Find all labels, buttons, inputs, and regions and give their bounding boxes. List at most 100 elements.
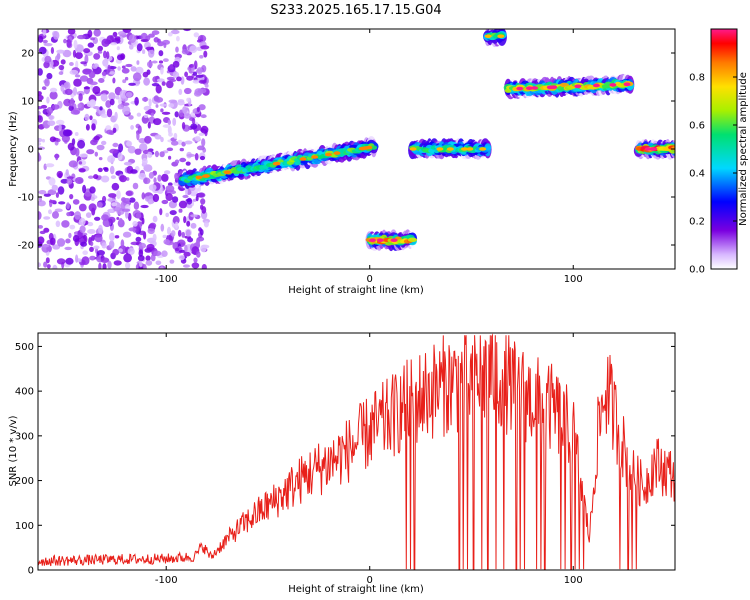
noise-blob <box>42 29 47 36</box>
noise-blob <box>172 196 179 203</box>
noise-blob <box>38 68 43 76</box>
noise-blob <box>122 231 132 238</box>
ridge-peak <box>592 83 600 88</box>
noise-blob <box>90 241 94 247</box>
noise-blob <box>162 124 171 128</box>
noise-blob <box>203 50 208 58</box>
noise-blob <box>174 221 179 229</box>
noise-blob <box>50 237 56 246</box>
noise-blob <box>110 175 116 180</box>
noise-blob <box>173 132 178 140</box>
ridge-peak <box>649 147 657 151</box>
noise-blob <box>112 248 120 256</box>
noise-blob <box>193 60 198 70</box>
noise-blob <box>143 177 151 185</box>
noise-blob <box>169 210 177 216</box>
noise-blob <box>73 39 78 49</box>
noise-blob <box>117 66 121 71</box>
colorbar-tick-label: 0.6 <box>689 121 705 132</box>
noise-blob <box>196 145 205 151</box>
ridge-peak <box>409 147 417 151</box>
noise-blob <box>79 75 89 82</box>
noise-blob <box>177 100 185 106</box>
noise-blob <box>81 232 88 236</box>
noise-blob <box>60 178 69 184</box>
noise-blob <box>122 29 132 33</box>
noise-blob <box>118 143 124 153</box>
noise-blob <box>58 201 66 205</box>
colorbar-frame <box>710 28 738 270</box>
noise-blob <box>68 160 78 168</box>
noise-blob <box>155 97 164 103</box>
noise-blob <box>84 54 89 64</box>
spectrogram-y-axis: -20 -10 0 10 20 <box>18 49 675 252</box>
y-tick-label: 300 <box>15 431 34 442</box>
noise-blob <box>168 132 173 137</box>
noise-blob <box>140 204 149 209</box>
noise-blob <box>48 177 56 186</box>
noise-blob <box>166 80 174 89</box>
ridge-cell <box>370 145 378 150</box>
noise-blob <box>119 175 127 183</box>
noise-blob <box>175 247 179 252</box>
colorbar-label: Normalized spectral amplitude <box>738 72 749 226</box>
ridge-peak <box>202 174 210 178</box>
noise-blob <box>47 120 56 126</box>
noise-blob <box>169 63 174 70</box>
snr-frame <box>37 332 676 571</box>
noise-blob <box>87 229 96 234</box>
noise-blob <box>87 221 94 227</box>
noise-blob <box>152 193 160 203</box>
noise-blob <box>57 238 66 247</box>
noise-blob <box>148 98 152 107</box>
noise-blob <box>75 147 80 157</box>
noise-blob <box>190 123 198 130</box>
noise-blob <box>119 89 128 99</box>
noise-blob <box>136 131 140 141</box>
y-tick-label: -10 <box>18 193 34 204</box>
noise-blob <box>165 193 173 201</box>
snr-marks <box>38 333 675 570</box>
noise-blob <box>145 260 153 266</box>
ridge-peak <box>436 147 444 151</box>
noise-blob <box>186 97 191 103</box>
noise-blob <box>142 71 149 78</box>
noise-blob <box>193 257 198 263</box>
noise-blob <box>106 129 114 135</box>
noise-blob <box>68 105 74 112</box>
noise-blob <box>77 34 86 40</box>
noise-blob <box>195 239 200 248</box>
noise-blob <box>183 264 190 268</box>
noise-blob <box>170 230 176 237</box>
noise-blob <box>178 254 185 261</box>
noise-blob <box>159 266 164 269</box>
ridge-peak <box>531 86 538 90</box>
noise-blob <box>167 125 172 135</box>
noise-blob <box>126 140 133 147</box>
noise-blob <box>138 172 147 180</box>
snr-series-line <box>38 333 675 570</box>
noise-blob <box>192 71 198 76</box>
noise-blob <box>200 204 204 210</box>
noise-blob <box>43 261 48 268</box>
noise-blob <box>200 198 206 205</box>
noise-blob <box>186 197 193 205</box>
snr-x-label: Height of straight line (km) <box>288 584 424 595</box>
noise-blob <box>128 115 134 120</box>
noise-blob <box>102 263 107 269</box>
noise-blob <box>148 184 157 191</box>
noise-blob <box>66 202 70 210</box>
ridge-peak <box>461 147 468 151</box>
noise-blob <box>53 31 60 40</box>
noise-blob <box>54 208 63 213</box>
noise-blob <box>143 114 149 119</box>
noise-blob <box>167 226 171 235</box>
noise-blob <box>82 184 87 194</box>
noise-blob <box>162 234 167 239</box>
noise-blob <box>78 217 86 226</box>
noise-blob <box>152 215 158 223</box>
noise-blob <box>196 106 200 113</box>
noise-blob <box>89 246 94 252</box>
noise-blob <box>184 244 188 253</box>
noise-blob <box>198 104 206 111</box>
